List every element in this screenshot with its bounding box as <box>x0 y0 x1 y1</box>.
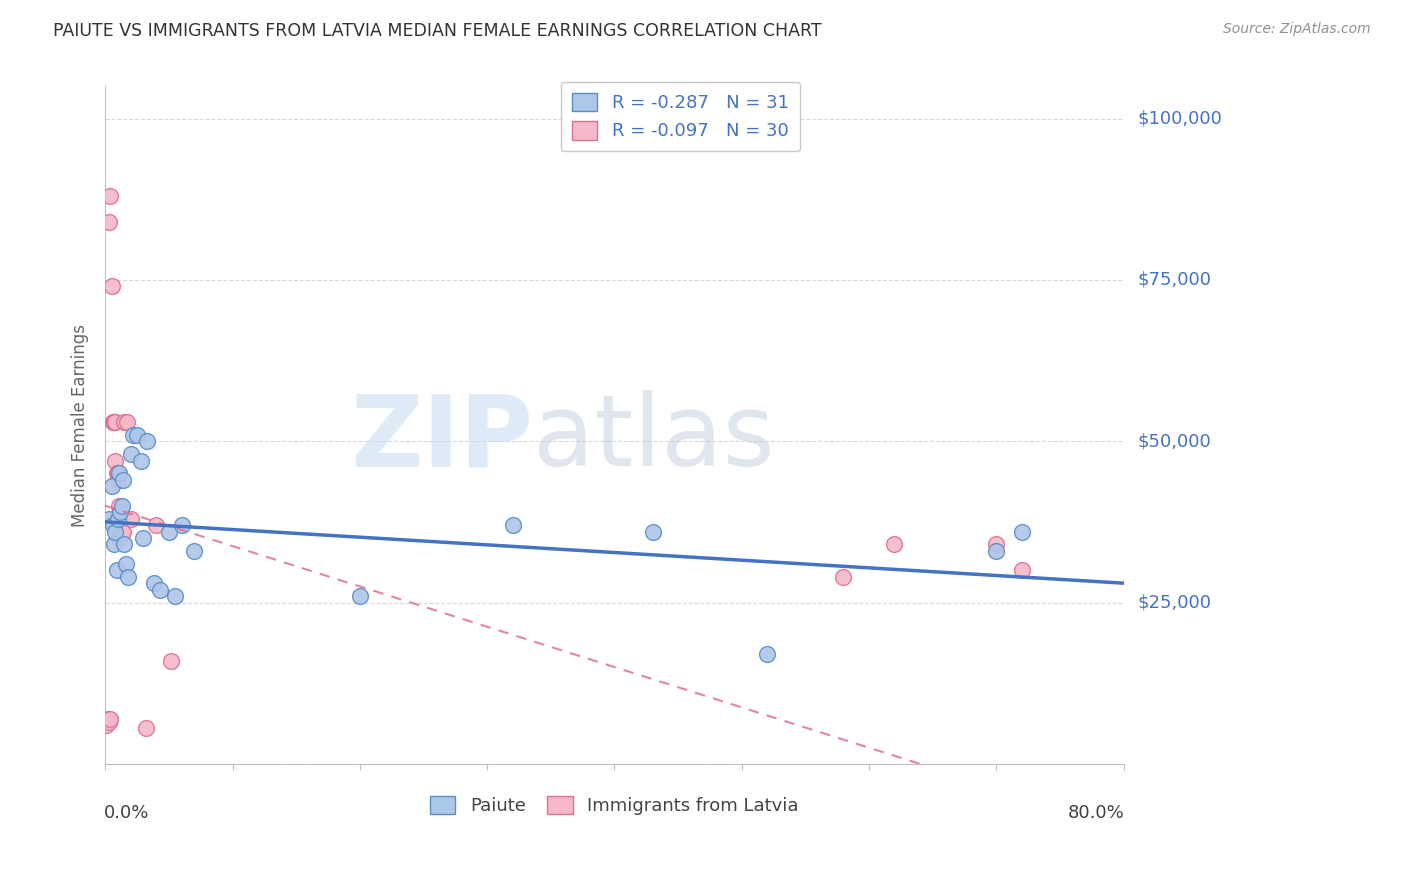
Point <box>110 505 132 519</box>
Text: $100,000: $100,000 <box>1137 110 1222 128</box>
Point <box>120 511 142 525</box>
Point <box>108 531 131 545</box>
Point <box>108 467 131 481</box>
Point <box>98 189 121 203</box>
Point <box>149 582 172 597</box>
Point <box>170 518 193 533</box>
Point <box>114 557 136 571</box>
Point <box>641 524 664 539</box>
Point <box>1011 524 1033 539</box>
Point <box>98 215 121 229</box>
Point <box>98 511 121 525</box>
Text: $25,000: $25,000 <box>1137 593 1212 612</box>
Point <box>986 537 1008 551</box>
Point <box>112 524 135 539</box>
Text: ZIP: ZIP <box>350 390 533 487</box>
Text: $50,000: $50,000 <box>1137 433 1211 450</box>
Point <box>756 647 779 661</box>
Point <box>112 473 135 487</box>
Point <box>183 544 205 558</box>
Point <box>112 537 135 551</box>
Point <box>883 537 905 551</box>
Point <box>142 576 165 591</box>
Y-axis label: Median Female Earnings: Median Female Earnings <box>72 324 89 526</box>
Point <box>103 415 125 429</box>
Point <box>115 415 138 429</box>
Point <box>110 505 132 519</box>
Point <box>105 563 128 577</box>
Point <box>105 467 128 481</box>
Point <box>122 427 145 442</box>
Text: atlas: atlas <box>533 390 775 487</box>
Point <box>135 722 157 736</box>
Text: Source: ZipAtlas.com: Source: ZipAtlas.com <box>1223 22 1371 37</box>
Point <box>1011 563 1033 577</box>
Point <box>108 499 131 513</box>
Point <box>986 544 1008 558</box>
Point <box>145 518 167 533</box>
Point <box>104 415 127 429</box>
Point <box>98 712 121 726</box>
Point <box>101 518 124 533</box>
Text: PAIUTE VS IMMIGRANTS FROM LATVIA MEDIAN FEMALE EARNINGS CORRELATION CHART: PAIUTE VS IMMIGRANTS FROM LATVIA MEDIAN … <box>53 22 823 40</box>
Legend: Paiute, Immigrants from Latvia: Paiute, Immigrants from Latvia <box>423 789 806 822</box>
Point <box>502 518 524 533</box>
Point <box>132 531 155 545</box>
Point <box>103 415 125 429</box>
Point <box>96 718 118 732</box>
Point <box>157 524 180 539</box>
Point <box>136 434 159 449</box>
Point <box>101 415 124 429</box>
Point <box>160 654 183 668</box>
Point <box>100 479 122 493</box>
Point <box>129 453 152 467</box>
Point <box>832 570 855 584</box>
Text: 0.0%: 0.0% <box>104 805 149 822</box>
Text: 80.0%: 80.0% <box>1067 805 1125 822</box>
Text: $75,000: $75,000 <box>1137 271 1212 289</box>
Point <box>104 453 127 467</box>
Point <box>349 589 371 603</box>
Point <box>104 524 127 539</box>
Point <box>165 589 187 603</box>
Point <box>112 415 135 429</box>
Point <box>103 537 125 551</box>
Point <box>120 447 142 461</box>
Point <box>117 570 139 584</box>
Point <box>111 499 134 513</box>
Point <box>97 712 120 726</box>
Point <box>125 427 148 442</box>
Point <box>100 279 122 293</box>
Point <box>98 714 121 729</box>
Point <box>107 473 129 487</box>
Point <box>111 524 134 539</box>
Point <box>107 511 129 525</box>
Point <box>107 467 129 481</box>
